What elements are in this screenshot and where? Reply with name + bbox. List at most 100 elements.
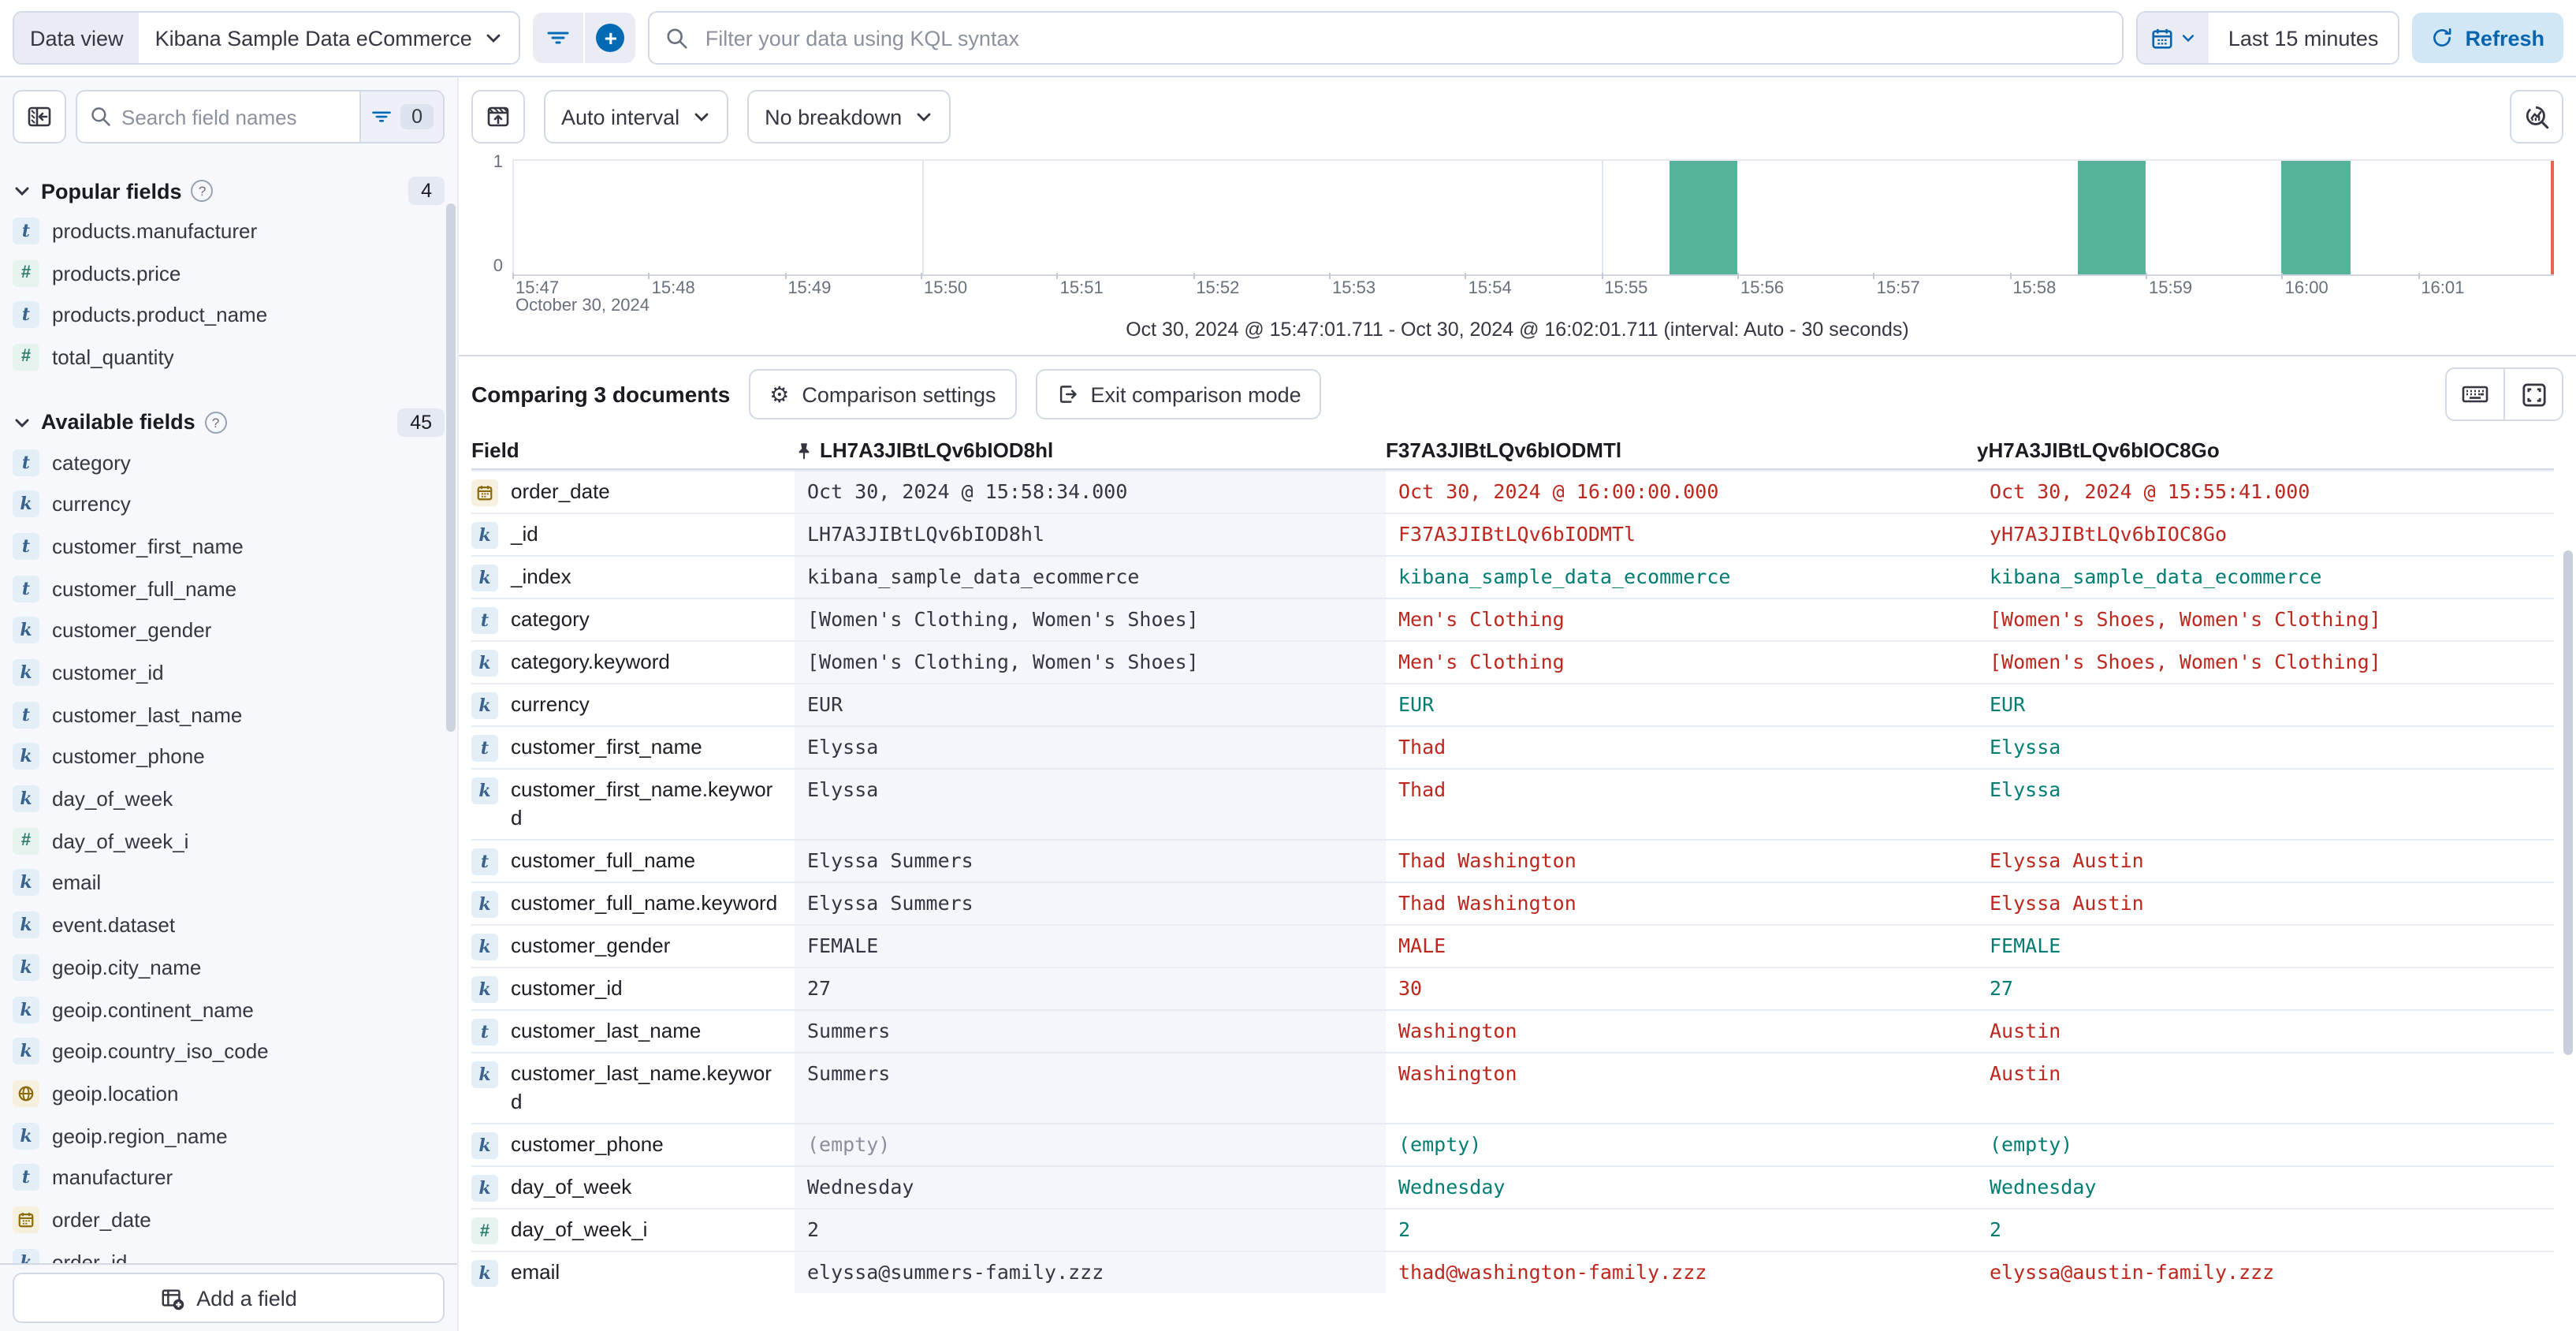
add-filter-button[interactable]: + — [583, 13, 636, 63]
x-axis-label: 15:49 — [787, 279, 832, 298]
time-range-picker: Last 15 minutes — [2136, 11, 2399, 65]
field-name: customer_first_name — [52, 534, 244, 558]
field-name: customer_full_name — [511, 848, 696, 872]
field-name: products.manufacturer — [52, 218, 258, 243]
doc-column-header[interactable]: yH7A3JIBtLQv6bIOC8Go — [1977, 432, 2554, 468]
sidebar-field-item[interactable]: # day_of_week_i — [13, 820, 445, 862]
x-axis-label: 15:53 — [1332, 279, 1376, 298]
sidebar-field-item[interactable]: k day_of_week — [13, 778, 445, 820]
keyword-type-icon: k — [13, 912, 39, 939]
field-value: EUR — [1990, 692, 2026, 716]
field-cell: k _index — [471, 557, 795, 598]
sidebar-field-item[interactable]: t category — [13, 442, 445, 483]
sidebar-field-item[interactable]: # products.price — [13, 252, 445, 293]
sidebar-field-item[interactable]: k customer_phone — [13, 736, 445, 777]
value-cell: Wednesday — [1977, 1167, 2554, 1208]
field-value: (empty) — [807, 1132, 891, 1156]
chart-plot-area[interactable] — [512, 159, 2554, 276]
add-field-button[interactable]: Add a field — [13, 1273, 445, 1323]
field-value: Elyssa — [1990, 735, 2061, 759]
field-value: Thad Washington — [1398, 848, 1576, 872]
fullscreen-button[interactable] — [2503, 369, 2562, 419]
time-range-value[interactable]: Last 15 minutes — [2209, 13, 2398, 63]
available-fields-header[interactable]: Available fields ? 45 — [13, 404, 445, 442]
field-name: customer_phone — [511, 1132, 664, 1156]
field-value: EUR — [1398, 692, 1435, 716]
x-axis-tick — [2281, 273, 2284, 279]
histogram-bar[interactable] — [2078, 161, 2146, 274]
data-view-button[interactable]: Kibana Sample Data eCommerce — [139, 13, 519, 63]
comparison-settings-button[interactable]: ⚙ Comparison settings — [749, 369, 1017, 419]
doc-column-header[interactable]: F37A3JIBtLQv6bIODMTl — [1386, 432, 1977, 468]
keyword-type-icon: k — [13, 1248, 39, 1263]
data-view-label: Data view — [14, 13, 140, 63]
sidebar-field-item[interactable]: geoip.location — [13, 1072, 445, 1114]
sidebar-field-item[interactable]: k currency — [13, 483, 445, 525]
sidebar-field-item[interactable]: t products.product_name — [13, 294, 445, 336]
help-icon: ? — [204, 411, 227, 434]
histogram-bar[interactable] — [2281, 161, 2351, 274]
top-bar: Data view Kibana Sample Data eCommerce +… — [0, 0, 2576, 77]
value-cell: Thad Washington — [1386, 841, 1977, 882]
field-name: geoip.region_name — [52, 1124, 228, 1148]
text-type-icon: t — [13, 1164, 39, 1191]
field-name: day_of_week_i — [52, 829, 189, 853]
sidebar-field-item[interactable]: # total_quantity — [13, 336, 445, 378]
sidebar-field-item[interactable]: k geoip.continent_name — [13, 988, 445, 1030]
field-list: Popular fields ? 4 t products.manufacture… — [0, 156, 457, 1263]
search-icon — [91, 107, 110, 126]
field-value: Men's Clothing — [1398, 607, 1565, 631]
refresh-button[interactable]: Refresh — [2411, 13, 2563, 63]
field-value: 2 — [807, 1217, 820, 1241]
value-cell: EUR — [1386, 684, 1977, 725]
collapse-sidebar-button[interactable] — [13, 90, 66, 144]
field-value: Thad — [1398, 735, 1446, 759]
kql-search-bar[interactable] — [648, 11, 2124, 65]
sidebar-field-item[interactable]: t customer_last_name — [13, 694, 445, 736]
sidebar-field-item[interactable]: k event.dataset — [13, 904, 445, 946]
date-picker-button[interactable] — [2138, 13, 2209, 63]
kql-input[interactable] — [702, 24, 2107, 51]
exit-comparison-button[interactable]: Exit comparison mode — [1035, 369, 1322, 419]
explore-in-lens-button[interactable] — [2510, 90, 2563, 144]
doc-column-header-pinned[interactable]: LH7A3JIBtLQv6bIOD8hl — [795, 432, 1386, 468]
breakdown-select[interactable]: No breakdown — [747, 90, 951, 144]
sidebar-field-item[interactable]: k geoip.city_name — [13, 946, 445, 988]
keyword-type-icon: k — [471, 1175, 498, 1202]
sidebar-field-item[interactable]: k geoip.region_name — [13, 1115, 445, 1157]
value-cell: FEMALE — [1977, 926, 2554, 967]
sidebar-field-item[interactable]: order_date — [13, 1199, 445, 1240]
sidebar-field-item[interactable]: k order_id — [13, 1241, 445, 1263]
table-scrollbar[interactable] — [2563, 550, 2573, 1055]
field-filter-button[interactable]: 0 — [359, 91, 443, 142]
histogram-bar[interactable] — [1670, 161, 1738, 274]
sidebar-scrollbar[interactable] — [446, 203, 456, 732]
field-name: currency — [511, 692, 590, 716]
sidebar-field-item[interactable]: k customer_id — [13, 651, 445, 693]
sidebar-field-item[interactable]: t customer_first_name — [13, 525, 445, 567]
interval-select[interactable]: Auto interval — [544, 90, 729, 144]
value-cell: (empty) — [1386, 1124, 1977, 1165]
sidebar-field-item[interactable]: t products.manufacturer — [13, 210, 445, 252]
table-row: k _index kibana_sample_data_ecommerce kiban… — [471, 555, 2554, 598]
field-value: Elyssa Summers — [807, 891, 973, 915]
value-cell: EUR — [1977, 684, 2554, 725]
field-value: Oct 30, 2024 @ 15:55:41.000 — [1990, 479, 2310, 503]
field-name: event.dataset — [52, 913, 176, 938]
current-time-marker — [2551, 161, 2554, 274]
saved-query-filter-button[interactable] — [534, 13, 584, 63]
sidebar-field-item[interactable]: k email — [13, 862, 445, 904]
sidebar-field-item[interactable]: t customer_full_name — [13, 568, 445, 610]
field-value: elyssa@austin-family.zzz — [1990, 1260, 2275, 1284]
hide-chart-button[interactable] — [471, 90, 525, 144]
comparison-table-header: Field LH7A3JIBtLQv6bIOD8hl F37A3JIBtLQv6… — [471, 432, 2554, 470]
field-search-input[interactable] — [112, 105, 360, 129]
sidebar-field-item[interactable]: k customer_gender — [13, 610, 445, 651]
sidebar-field-item[interactable]: k geoip.country_iso_code — [13, 1031, 445, 1072]
field-value: [Women's Shoes, Women's Clothing] — [1990, 607, 2381, 631]
chevron-down-icon — [487, 34, 501, 43]
keyboard-shortcuts-button[interactable] — [2447, 369, 2503, 419]
keyword-type-icon: k — [471, 650, 498, 677]
sidebar-field-item[interactable]: t manufacturer — [13, 1157, 445, 1199]
popular-fields-header[interactable]: Popular fields ? 4 — [13, 172, 445, 210]
